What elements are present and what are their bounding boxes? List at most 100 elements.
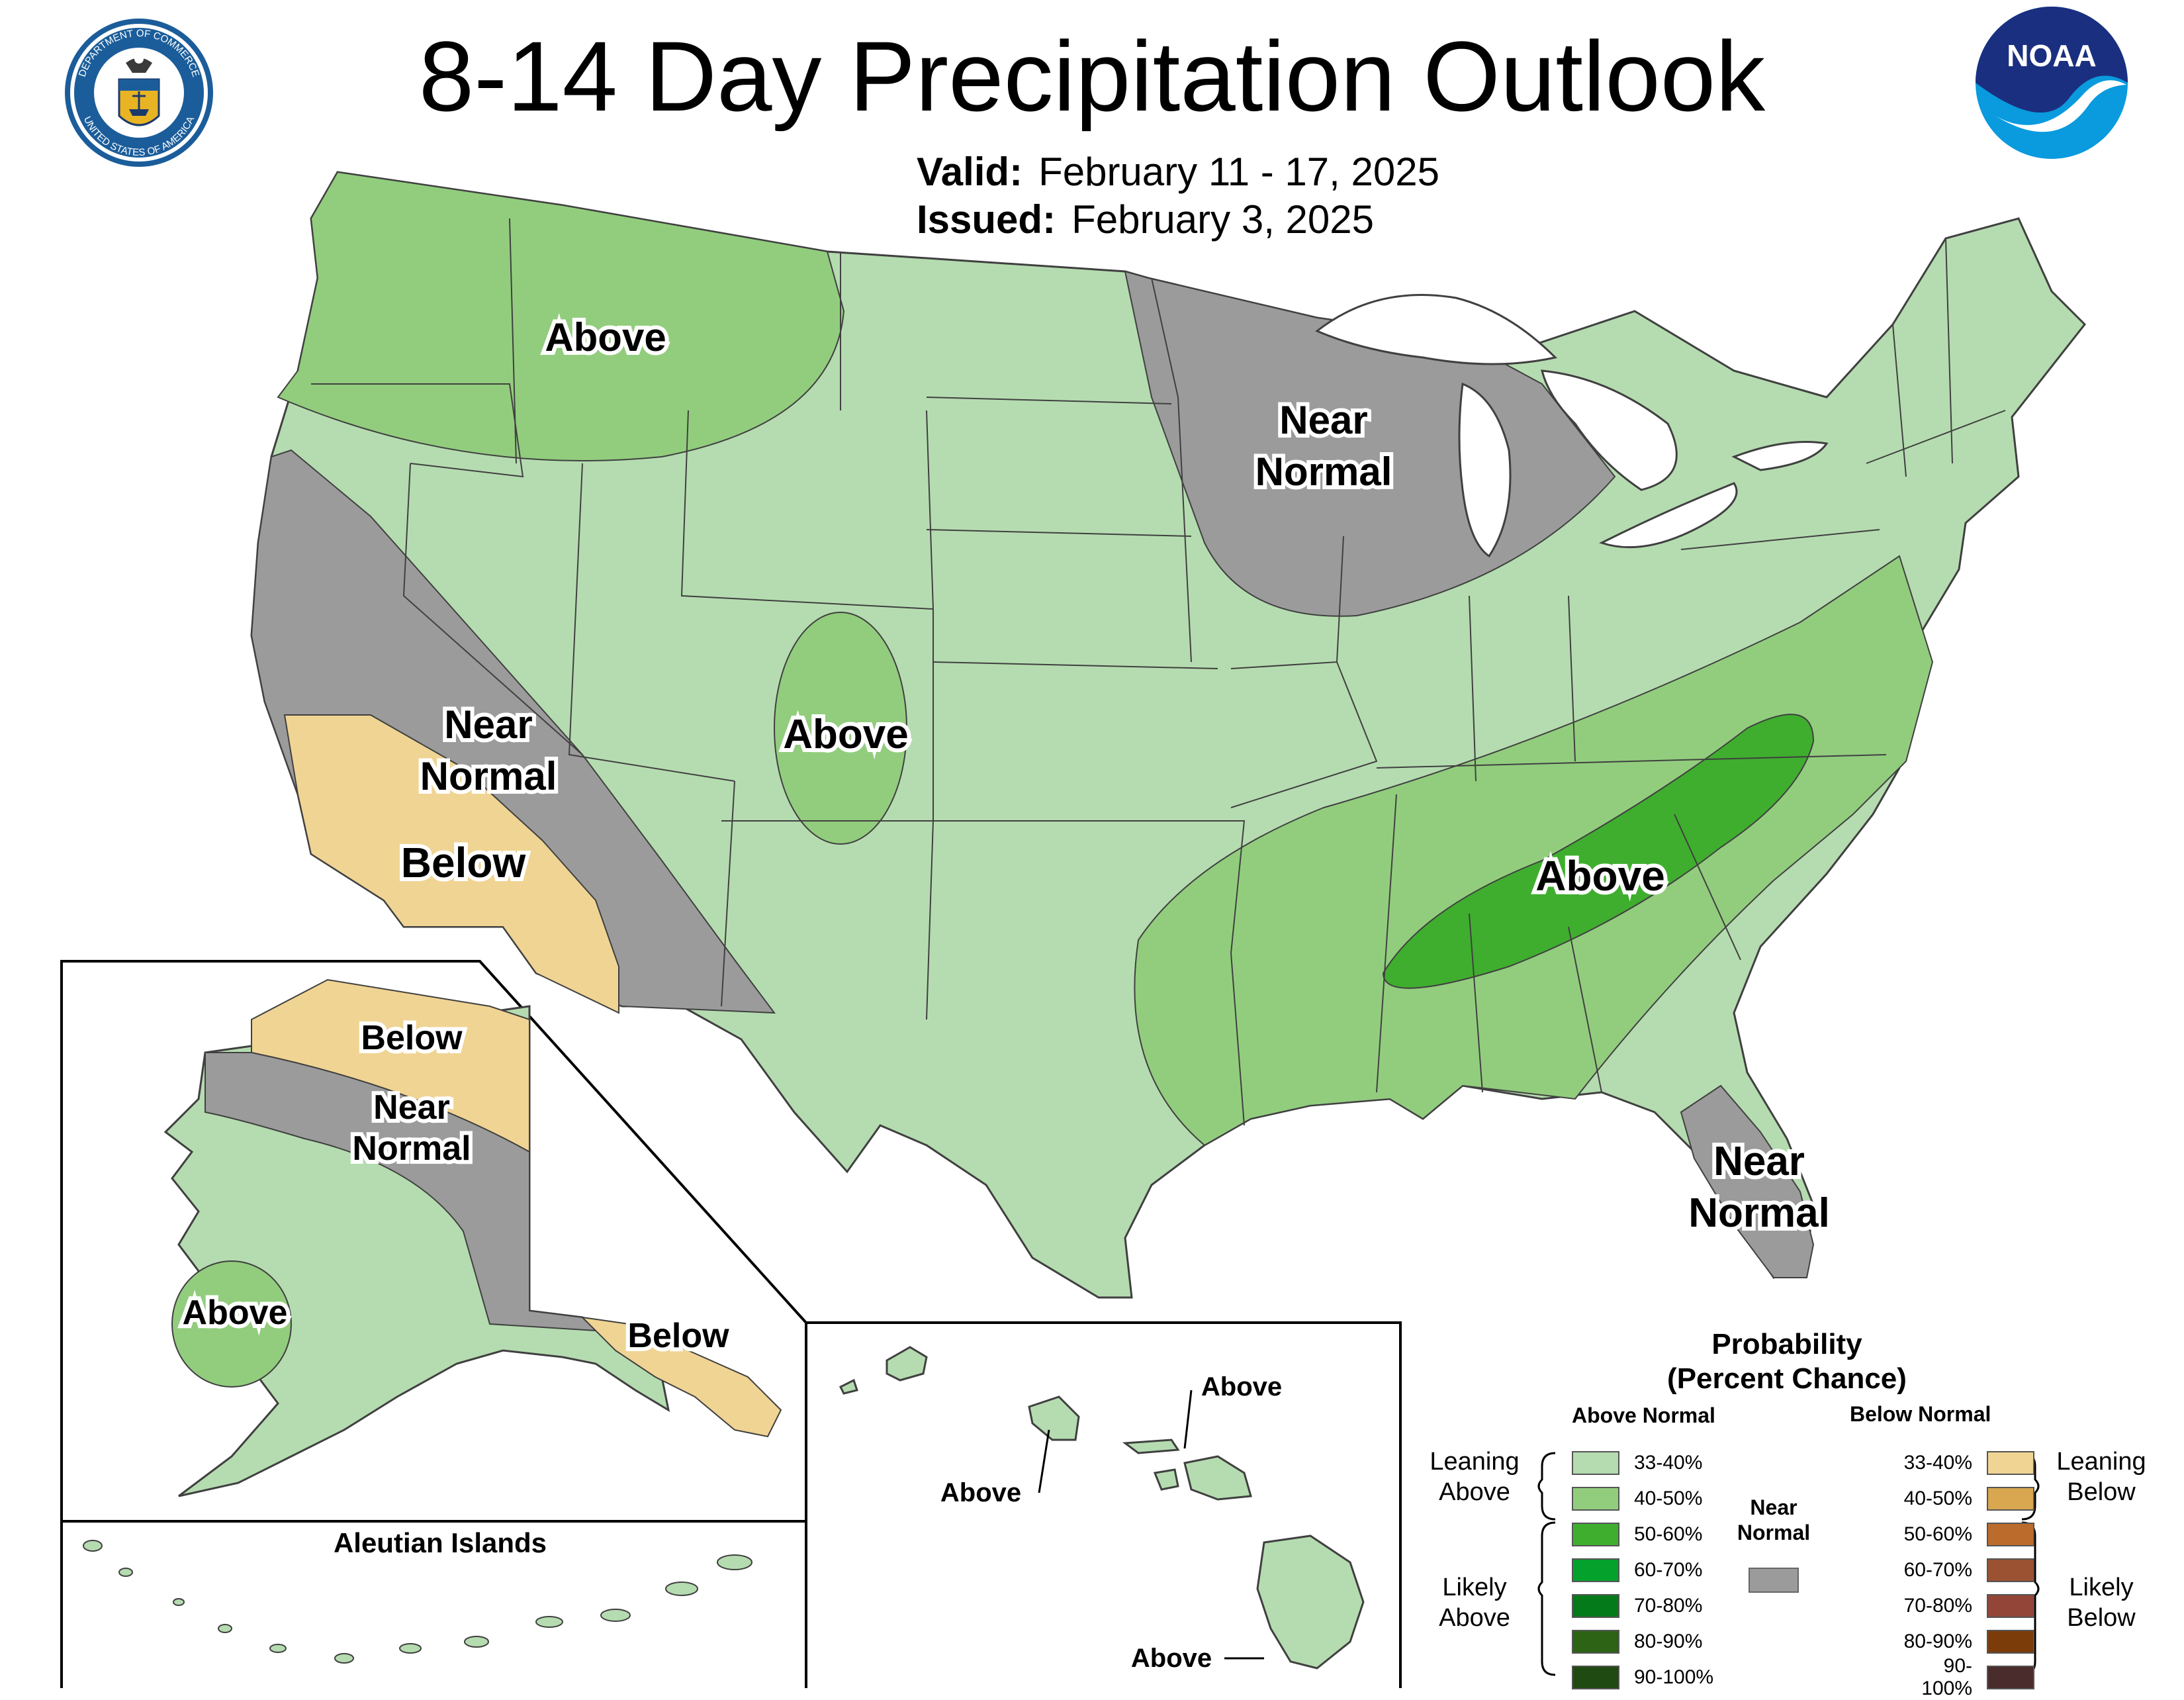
legend-above-pct-label: 33-40% (1634, 1452, 1703, 1474)
label-ak-north-below: Below (361, 1019, 463, 1057)
legend-below-row: 80-90% (1893, 1629, 2034, 1655)
legend-above-swatch (1572, 1558, 1619, 1582)
valid-dates: February 11 - 17, 2025 (1038, 150, 1439, 194)
legend-below-head: Below Normal (1850, 1402, 1991, 1426)
label-ak-se-below: Below (627, 1317, 729, 1355)
ca-below-region (283, 714, 619, 1014)
legend-above-swatch (1572, 1523, 1619, 1546)
legend-below-pct-label: 60-70% (1903, 1559, 1972, 1581)
se-above-50-60-region (1382, 714, 1815, 989)
legend-below-pct-label: 50-60% (1903, 1523, 1972, 1545)
legend-below-pct-label: 70-80% (1903, 1595, 1972, 1617)
hawaii-islands (839, 1346, 1365, 1670)
doc-seal-logo: DEPARTMENT OF COMMERCE UNITED STATES OF … (65, 19, 213, 167)
issued-date: February 3, 2025 (1071, 197, 1375, 242)
lake-superior (1315, 294, 1557, 365)
legend-above-swatch (1572, 1487, 1619, 1511)
legend-above-pct-label: 40-50% (1634, 1488, 1703, 1509)
label-west-near: Near (444, 702, 532, 747)
valid-label: Valid: (917, 150, 1023, 194)
legend-above-row: 70-80% (1572, 1593, 1702, 1619)
legend-above-swatch (1572, 1451, 1619, 1475)
label-ak-sw-above: Above (183, 1294, 288, 1332)
alaska-se-below-region (580, 1316, 782, 1438)
lake-erie (1599, 482, 1738, 549)
legend-below-swatch (1987, 1487, 2034, 1511)
issued-line: Issued: February 3, 2025 (917, 197, 1374, 243)
hawaii-leader-lines (1038, 1390, 1264, 1660)
legend-below-pct-label: 90-100% (1921, 1655, 1972, 1699)
legend-below-row: 33-40% (1893, 1450, 2034, 1476)
legend-below-swatch (1987, 1594, 2034, 1618)
legend-below-row: 60-70% (1893, 1557, 2034, 1583)
legend-leaning-above: Leaning Above (1430, 1448, 1520, 1506)
label-hi-big-island-above: Above (1131, 1644, 1212, 1673)
label-ak-near: Near (373, 1088, 450, 1127)
legend-below-pct-label: 40-50% (1903, 1488, 1972, 1509)
label-rockies-above: Above (783, 712, 908, 757)
legend-near-normal-label: Near Normal (1737, 1495, 1811, 1544)
legend-above-swatch (1572, 1594, 1619, 1618)
legend-likely-above: Likely Above (1439, 1574, 1510, 1632)
noaa-logo: NOAA (1976, 7, 2128, 159)
legend-above-row: 80-90% (1572, 1629, 1702, 1655)
legend-below-swatch (1987, 1666, 2034, 1689)
label-nw-above: Above (545, 315, 666, 359)
alaska-near-normal-region (205, 1052, 598, 1332)
legend-subtitle: (Percent Chance) (1667, 1362, 1907, 1395)
legend-above-row: 33-40% (1572, 1450, 1702, 1476)
legend-likely-below: Likely Below (2067, 1574, 2136, 1632)
aleutians-title: Aleutian Islands (334, 1527, 547, 1558)
legend-above-pct-label: 50-60% (1634, 1523, 1703, 1545)
legend-near-normal-swatch (1749, 1568, 1799, 1593)
legend-below-row: 90-100% (1893, 1655, 2034, 1699)
se-above-40-50-region (1134, 555, 1934, 1147)
valid-line: Valid: February 11 - 17, 2025 (917, 149, 1439, 195)
label-hi-maui-above: Above (1201, 1372, 1282, 1401)
legend-above-row: 40-50% (1572, 1486, 1702, 1512)
alaska-sw-above-region (171, 1260, 292, 1388)
legend-above-head: Above Normal (1572, 1403, 1715, 1427)
legend-leaning-below: Leaning Below (2056, 1448, 2146, 1506)
legend-below-row: 40-50% (1893, 1486, 2034, 1512)
lake-huron (1541, 369, 1678, 491)
legend-below-swatch (1987, 1630, 2034, 1654)
legend-title: Probability (1711, 1328, 1862, 1360)
legend-above-pct-label: 70-80% (1634, 1595, 1703, 1617)
legend-above-row: 60-70% (1572, 1557, 1702, 1583)
label-se-above: Above (1535, 852, 1665, 900)
legend-above-pct-label: 60-70% (1634, 1559, 1703, 1581)
state-boundaries (311, 218, 2006, 1126)
label-fl-normal: Normal (1688, 1190, 1830, 1236)
page-title: 8-14 Day Precipitation Outlook (418, 21, 1766, 132)
legend-above-pct-label: 80-90% (1634, 1630, 1703, 1652)
svg-text:NOAA: NOAA (2007, 38, 2096, 73)
label-ca-below: Below (401, 839, 526, 886)
label-north-central-normal: Normal (1255, 449, 1392, 494)
legend-above-swatch (1572, 1666, 1619, 1689)
legend-below-row: 70-80% (1893, 1593, 2034, 1619)
label-ak-normal: Normal (352, 1129, 471, 1168)
legend-below-swatch (1987, 1523, 2034, 1546)
label-north-central-near: Near (1279, 398, 1367, 442)
legend-above-pct-label: 90-100% (1634, 1666, 1714, 1688)
lake-michigan (1458, 382, 1512, 558)
label-fl-near: Near (1713, 1139, 1805, 1184)
rockies-above-region (774, 612, 907, 845)
legend-below-swatch (1987, 1451, 2034, 1475)
legend-above-swatch (1572, 1630, 1619, 1654)
fl-near-normal-region (1680, 1084, 1815, 1278)
legend-above-row: 90-100% (1572, 1664, 1713, 1691)
nw-above-region (277, 171, 845, 461)
legend-below-swatch (1987, 1558, 2034, 1582)
legend-below-pct-label: 80-90% (1903, 1630, 1972, 1652)
legend-below-row: 50-60% (1893, 1521, 2034, 1548)
label-hi-oahu-above: Above (940, 1478, 1021, 1507)
label-west-normal: Normal (420, 754, 557, 798)
aleutian-island-chain (83, 1540, 752, 1664)
legend-below-pct-label: 33-40% (1903, 1452, 1972, 1474)
legend-above-row: 50-60% (1572, 1521, 1702, 1548)
lake-ontario (1731, 441, 1829, 471)
issued-label: Issued: (917, 197, 1056, 242)
